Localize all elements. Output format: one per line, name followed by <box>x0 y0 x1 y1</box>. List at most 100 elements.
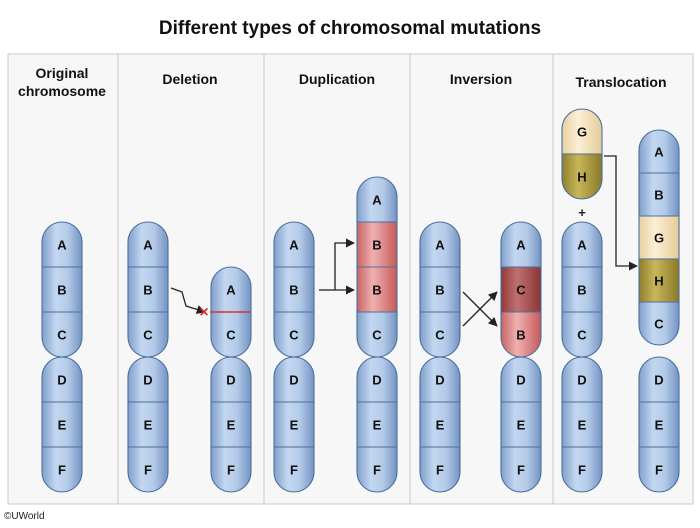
gene-label: B <box>57 283 66 298</box>
gene-segment-a <box>211 267 251 312</box>
chromosome-trans-donor: GH <box>561 108 603 200</box>
chromosome-arm-lower <box>42 357 82 492</box>
gene-label: D <box>289 373 298 388</box>
chromosome-arm-lower <box>211 357 251 492</box>
gene-segment-e <box>562 402 602 447</box>
gene-label: D <box>143 373 152 388</box>
gene-segment-h <box>562 154 602 199</box>
chromosome-arm-lower <box>562 357 602 492</box>
gene-segment-d <box>501 357 541 402</box>
gene-label: F <box>436 463 444 478</box>
gene-label: D <box>372 373 381 388</box>
chromosome-inv-after: A C B D E F <box>500 221 542 493</box>
gene-segment-g <box>639 216 679 259</box>
gene-segment-e <box>501 402 541 447</box>
gene-label: E <box>144 418 153 433</box>
gene-label: C <box>654 317 664 332</box>
chromosome-outline <box>638 129 680 346</box>
gene-segment-c <box>128 312 168 357</box>
gene-label: D <box>57 373 66 388</box>
deletion-arrow <box>170 287 206 314</box>
chromosome-trans-recipient: A B C D E F <box>561 221 603 493</box>
gene-label: C <box>435 328 445 343</box>
translocation-plus-sign: + <box>578 205 586 220</box>
chromosome-arm-upper <box>420 222 460 357</box>
gene-segment-b <box>562 267 602 312</box>
gene-segment-c <box>211 312 251 357</box>
gene-label: F <box>144 463 152 478</box>
gene-label: A <box>226 283 236 298</box>
chromosome-arm-lower <box>274 357 314 492</box>
gene-label: D <box>516 373 525 388</box>
gene-label: C <box>226 328 236 343</box>
header-original-line1: Original <box>36 65 89 81</box>
gene-label: E <box>58 418 67 433</box>
gene-label: A <box>289 238 299 253</box>
chromosome-outline <box>127 356 169 493</box>
gene-segment-f <box>639 447 679 492</box>
gene-label: A <box>577 238 587 253</box>
gene-segment-a <box>274 222 314 267</box>
gene-label: G <box>654 231 664 246</box>
header-translocation: Translocation <box>575 74 666 90</box>
gene-segment-b <box>128 267 168 312</box>
gene-segment-d <box>420 357 460 402</box>
gene-label: D <box>226 373 235 388</box>
gene-segment-c <box>274 312 314 357</box>
gene-segment-d <box>357 357 397 402</box>
gene-label: E <box>655 418 664 433</box>
gene-label: A <box>372 193 382 208</box>
gene-segment-c <box>420 312 460 357</box>
copyright-label: ©UWorld <box>4 511 45 522</box>
gene-label: F <box>517 463 525 478</box>
gene-label: E <box>290 418 299 433</box>
gene-segment-f <box>420 447 460 492</box>
gene-label: B <box>577 283 586 298</box>
gene-segment-e <box>211 402 251 447</box>
gene-segment-g <box>562 109 602 154</box>
chromosome-arm-upper <box>42 222 82 357</box>
header-duplication: Duplication <box>299 71 375 87</box>
chromosome-arm-upper <box>211 267 251 357</box>
gene-label: C <box>289 328 299 343</box>
gene-segment-f <box>211 447 251 492</box>
chromosome-arm-upper <box>357 177 397 357</box>
gene-segment-b <box>357 222 397 267</box>
gene-segment-f <box>562 447 602 492</box>
chromosome-dup-after: A B B C D E F <box>356 176 398 493</box>
chromosome-arm-upper <box>639 130 679 345</box>
gene-label: B <box>372 283 381 298</box>
chromosome-arm-lower <box>420 357 460 492</box>
gene-segment-a <box>501 222 541 267</box>
gene-label: D <box>577 373 586 388</box>
chromosome-orig: A B C D E F <box>41 221 83 493</box>
gene-label: E <box>227 418 236 433</box>
gene-segment-c <box>357 312 397 357</box>
gene-label: C <box>372 328 382 343</box>
gene-segment-e <box>639 402 679 447</box>
gene-label: F <box>655 463 663 478</box>
gene-segment-b <box>420 267 460 312</box>
gene-segment-f <box>274 447 314 492</box>
inversion-arrow-up <box>462 291 498 327</box>
gene-segment-b <box>501 312 541 357</box>
gene-segment-a <box>562 222 602 267</box>
gene-segment-b <box>42 267 82 312</box>
gene-segment-d <box>42 357 82 402</box>
gene-segment-c <box>639 302 679 345</box>
gene-segment-f <box>128 447 168 492</box>
gene-segment-h <box>639 259 679 302</box>
gene-label: A <box>57 238 67 253</box>
gene-label: F <box>578 463 586 478</box>
gene-segment-b <box>274 267 314 312</box>
chromosome-arm-lower <box>357 357 397 492</box>
gene-label: C <box>143 328 153 343</box>
chromosome-arm-lower <box>639 357 679 492</box>
gene-label: H <box>654 274 663 289</box>
gene-segment-d <box>639 357 679 402</box>
gene-segment-e <box>274 402 314 447</box>
chromosome-outline <box>273 356 315 493</box>
gene-label: B <box>654 188 663 203</box>
